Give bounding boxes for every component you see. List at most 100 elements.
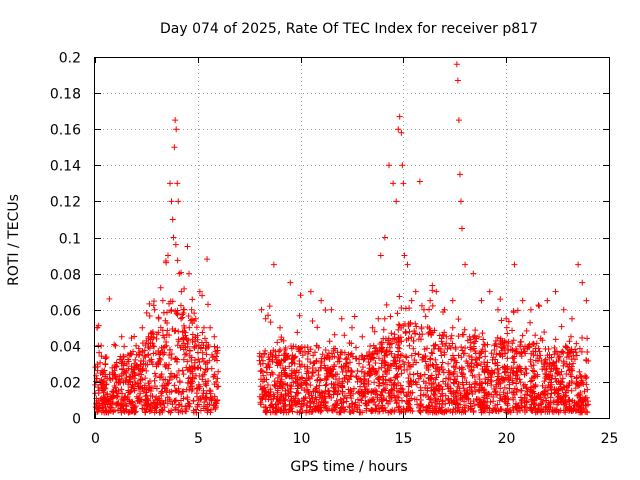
data-point (374, 394, 381, 401)
data-point (150, 343, 157, 350)
data-point (159, 382, 166, 389)
data-point (145, 351, 152, 358)
data-point (131, 360, 138, 367)
data-point (343, 355, 350, 362)
y-axis-tick-labels: 0 0.02 0.04 0.06 0.08 0.1 0.12 0.14 0.16 0.18 0.2 (50, 51, 81, 428)
data-point (192, 338, 199, 345)
data-point (191, 345, 198, 352)
data-point (378, 405, 385, 412)
data-point (150, 334, 157, 341)
data-point (214, 344, 221, 351)
data-point (556, 353, 563, 360)
data-point (439, 366, 446, 373)
data-point (532, 372, 539, 379)
data-point (169, 216, 176, 223)
data-point (343, 356, 350, 363)
data-point (102, 404, 109, 411)
data-point (541, 329, 548, 336)
data-point (396, 293, 403, 300)
data-point (518, 368, 525, 375)
data-point (534, 409, 541, 416)
data-point (554, 350, 561, 357)
data-point (445, 381, 452, 388)
data-point (519, 297, 526, 304)
data-point (294, 409, 301, 416)
data-point (535, 358, 542, 365)
data-point (157, 390, 164, 397)
data-point (328, 407, 335, 414)
data-point (163, 338, 170, 345)
data-point (118, 372, 125, 379)
data-point (566, 398, 573, 405)
data-point (181, 285, 188, 292)
data-point (425, 375, 432, 382)
data-point (548, 354, 555, 361)
data-point (286, 401, 293, 408)
data-point (379, 373, 386, 380)
data-point (444, 345, 451, 352)
data-point (144, 361, 151, 368)
data-point (437, 348, 444, 355)
data-point (143, 367, 150, 374)
data-point (523, 370, 530, 377)
data-point (387, 313, 394, 320)
data-point (330, 345, 337, 352)
data-point (472, 327, 479, 334)
data-point (467, 344, 474, 351)
data-point (442, 392, 449, 399)
data-point (292, 343, 299, 350)
data-point (349, 400, 356, 407)
data-point (359, 392, 366, 399)
data-point (288, 375, 295, 382)
data-point (531, 390, 538, 397)
data-point (192, 365, 199, 372)
data-point (295, 382, 302, 389)
data-point (466, 353, 473, 360)
data-point (438, 352, 445, 359)
data-point (388, 362, 395, 369)
data-point (402, 353, 409, 360)
data-point (318, 389, 325, 396)
data-point (417, 387, 424, 394)
data-point (514, 307, 521, 314)
data-point (440, 378, 447, 385)
data-point (453, 61, 460, 68)
data-point (452, 344, 459, 351)
data-point (386, 367, 393, 374)
data-point (441, 351, 448, 358)
data-point (583, 297, 590, 304)
data-point (480, 399, 487, 406)
data-point (318, 398, 325, 405)
data-point (334, 380, 341, 387)
data-point (468, 387, 475, 394)
data-point (324, 352, 331, 359)
data-point (123, 367, 130, 374)
data-point (380, 377, 387, 384)
data-point (148, 330, 155, 337)
data-point (379, 357, 386, 364)
data-point (307, 288, 314, 295)
data-point (403, 354, 410, 361)
y-tick-label: 0.12 (50, 195, 81, 211)
data-point (129, 370, 136, 377)
data-point (206, 357, 213, 364)
data-point (366, 353, 373, 360)
data-point (445, 397, 452, 404)
y-tick-label: 0.14 (50, 159, 81, 175)
data-point (146, 357, 153, 364)
data-point (384, 381, 391, 388)
data-point (267, 319, 274, 326)
data-point (168, 306, 175, 313)
data-point (172, 406, 179, 413)
data-point (428, 372, 435, 379)
data-point (335, 354, 342, 361)
data-point (349, 369, 356, 376)
data-point (398, 129, 405, 136)
data-point (344, 360, 351, 367)
data-point (271, 382, 278, 389)
data-point (563, 344, 570, 351)
data-point (131, 333, 138, 340)
data-point (286, 363, 293, 370)
data-point (274, 362, 281, 369)
data-point (479, 365, 486, 372)
